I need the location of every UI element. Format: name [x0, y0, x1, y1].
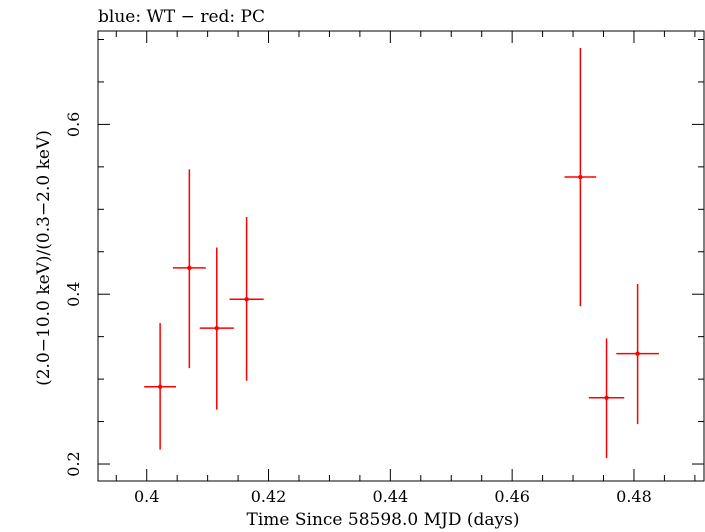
data-marker	[578, 174, 583, 180]
data-marker	[635, 351, 640, 356]
x-tick-label: 0.46	[494, 487, 530, 506]
y-tick-label: 0.6	[64, 112, 83, 137]
x-tick-label: 0.48	[616, 487, 652, 506]
data-marker	[604, 395, 609, 400]
y-axis-label: (2.0−10.0 keV)/(0.3−2.0 keV)	[34, 130, 54, 386]
x-axis-label: Time Since 58598.0 MJD (days)	[247, 510, 520, 530]
y-tick-label: 0.4	[64, 281, 83, 306]
x-tick-label: 0.42	[251, 487, 287, 506]
data-marker	[157, 384, 163, 389]
data-marker	[214, 325, 219, 331]
axis-ticks: 0.4 0.42 0.44 0.46 0.48 0.2 0.4 0.6	[64, 31, 704, 506]
data-points	[144, 47, 659, 459]
data-marker	[187, 265, 192, 271]
data-point	[144, 323, 176, 450]
data-point	[199, 247, 234, 410]
x-tick-label: 0.44	[373, 487, 409, 506]
x-tick-label: 0.4	[134, 487, 159, 506]
plot-frame	[97, 30, 705, 482]
data-point	[588, 338, 625, 459]
data-point	[564, 47, 597, 307]
data-point	[229, 216, 264, 381]
chart-title: blue: WT − red: PC	[98, 7, 265, 27]
data-point	[616, 284, 659, 425]
data-marker	[244, 297, 249, 302]
y-tick-label: 0.2	[64, 451, 83, 476]
data-point	[172, 169, 206, 369]
